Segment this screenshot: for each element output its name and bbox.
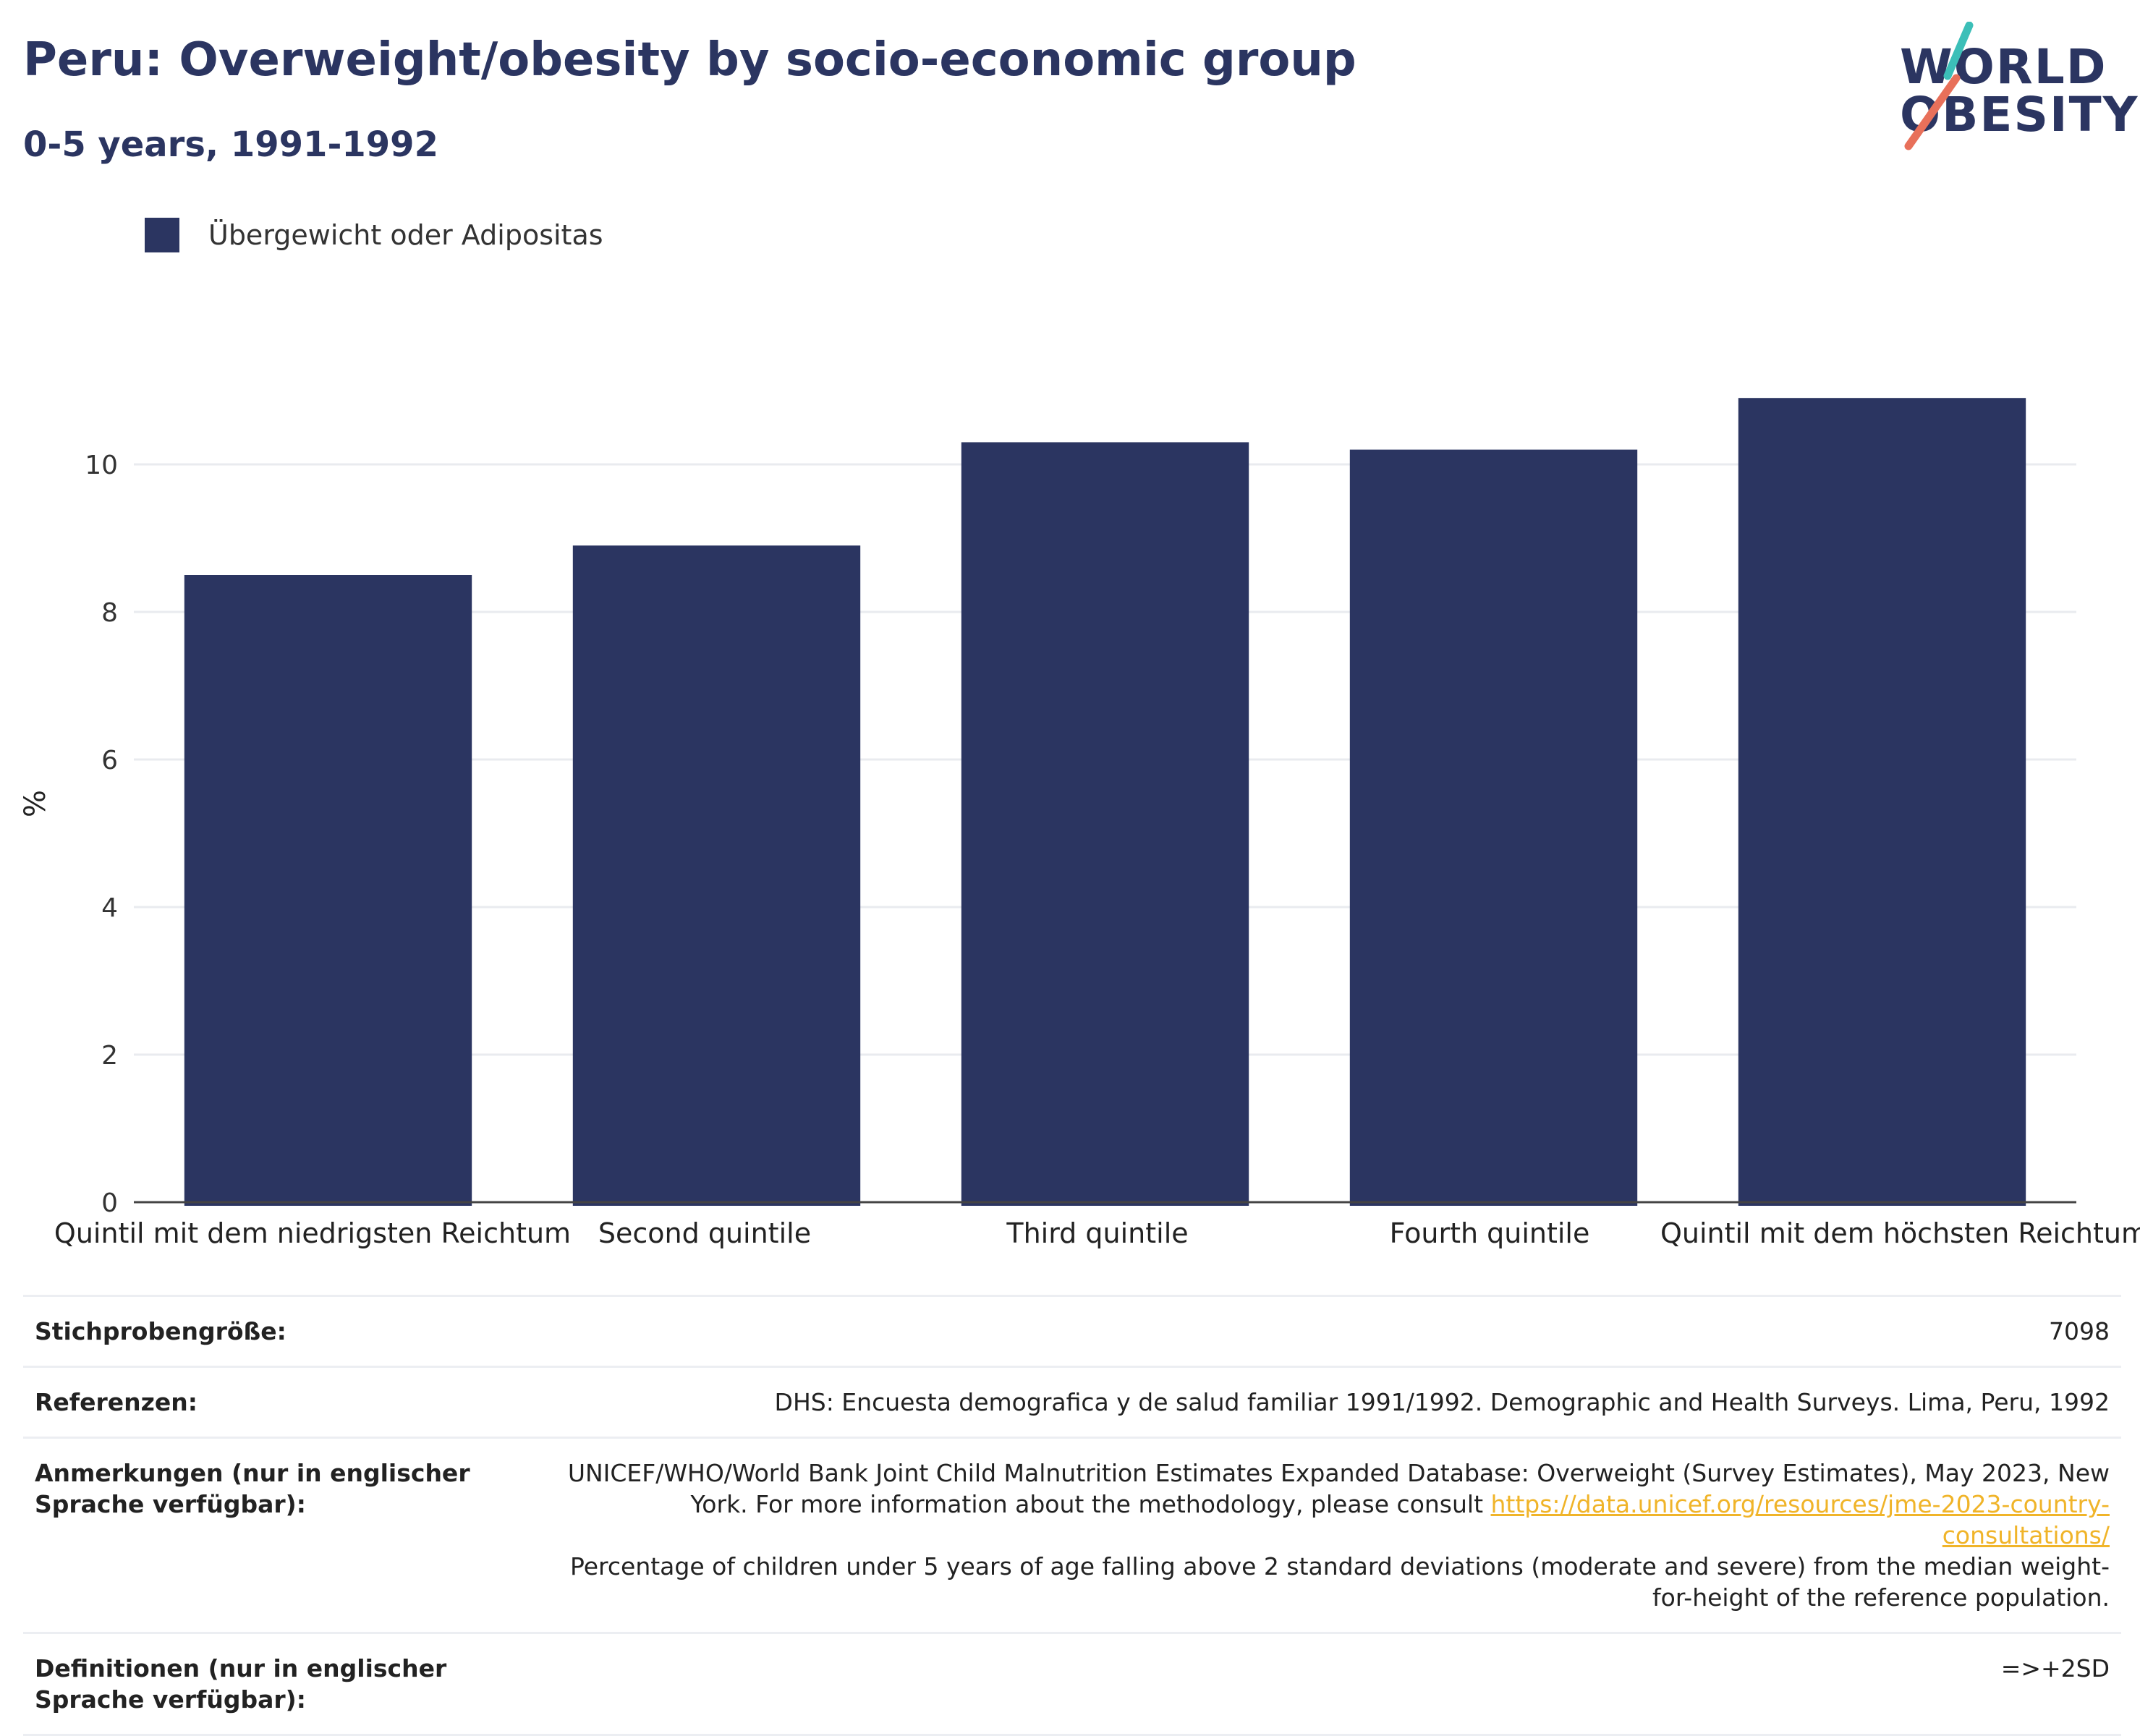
bar-4[interactable] [1349,449,1638,1206]
methodology-link[interactable]: https://data.unicef.org/resources/jme-20… [1490,1490,2110,1549]
definitions-label: Definitionen (nur in englischer Sprache … [23,1632,553,1736]
y-axis-label: % [19,790,52,817]
references-label: Referenzen: [23,1366,553,1438]
y-tick-label: 10 [85,451,118,480]
notes-text-2: Percentage of children under 5 years of … [570,1552,2110,1612]
info-row-references: Referenzen: DHS: Encuesta demografica y … [23,1366,2121,1438]
y-tick-label: 2 [101,1041,118,1071]
info-row-definitions: Definitionen (nur in englischer Sprache … [23,1632,2121,1736]
x-tick-label: Quintil mit dem niedrigsten Reichtum [54,1217,571,1249]
bar-5[interactable] [1738,398,2026,1207]
notes-label: Anmerkungen (nur in englischer Sprache v… [23,1437,553,1633]
info-row-sample-size: Stichprobengröße: 7098 [23,1295,2121,1367]
info-row-notes: Anmerkungen (nur in englischer Sprache v… [23,1437,2121,1633]
chart-subtitle: 0-5 years, 1991-1992 [23,124,438,165]
x-tick-label: Quintil mit dem höchsten Reichtum [1660,1217,2140,1249]
logo-line-world: WORLD [1900,39,2107,95]
notes-value: UNICEF/WHO/World Bank Joint Child Malnut… [553,1437,2121,1633]
bar-3[interactable] [961,442,1249,1206]
info-table: Stichprobengröße: 7098 Referenzen: DHS: … [23,1295,2121,1736]
world-obesity-logo: WORLD OBESITY [1881,22,2137,152]
references-value: DHS: Encuesta demografica y de salud fam… [553,1366,2121,1438]
definitions-value: =>+2SD [553,1632,2121,1736]
legend-swatch [145,218,179,252]
x-tick-label: Fourth quintile [1390,1217,1590,1249]
sample-size-label: Stichprobengröße: [23,1295,553,1367]
y-tick-label: 0 [101,1188,118,1218]
bars [184,398,2026,1207]
y-tick-label: 4 [101,893,118,923]
chart-title: Peru: Overweight/obesity by socio-econom… [23,33,1356,87]
logo-slash-icon [1904,22,1974,150]
x-tick-label: Second quintile [598,1217,811,1249]
sample-size-value: 7098 [553,1295,2121,1367]
tick-labels: 0 2 4 6 8 10 Quintil mit dem niedrigsten Reich… [54,451,2140,1249]
x-tick-label: Third quintile [1006,1217,1188,1249]
y-tick-label: 6 [101,746,118,775]
bar-1[interactable] [184,575,472,1206]
notes-text-1: UNICEF/WHO/World Bank Joint Child Malnut… [567,1459,2110,1518]
bar-chart: 0 2 4 6 8 10 Quintil mit dem niedrigsten Reich… [19,398,2140,1249]
legend[interactable]: Übergewicht oder Adipositas [145,217,603,253]
bar-2[interactable] [572,545,861,1206]
legend-label: Übergewicht oder Adipositas [208,219,603,251]
y-tick-label: 8 [101,598,118,628]
